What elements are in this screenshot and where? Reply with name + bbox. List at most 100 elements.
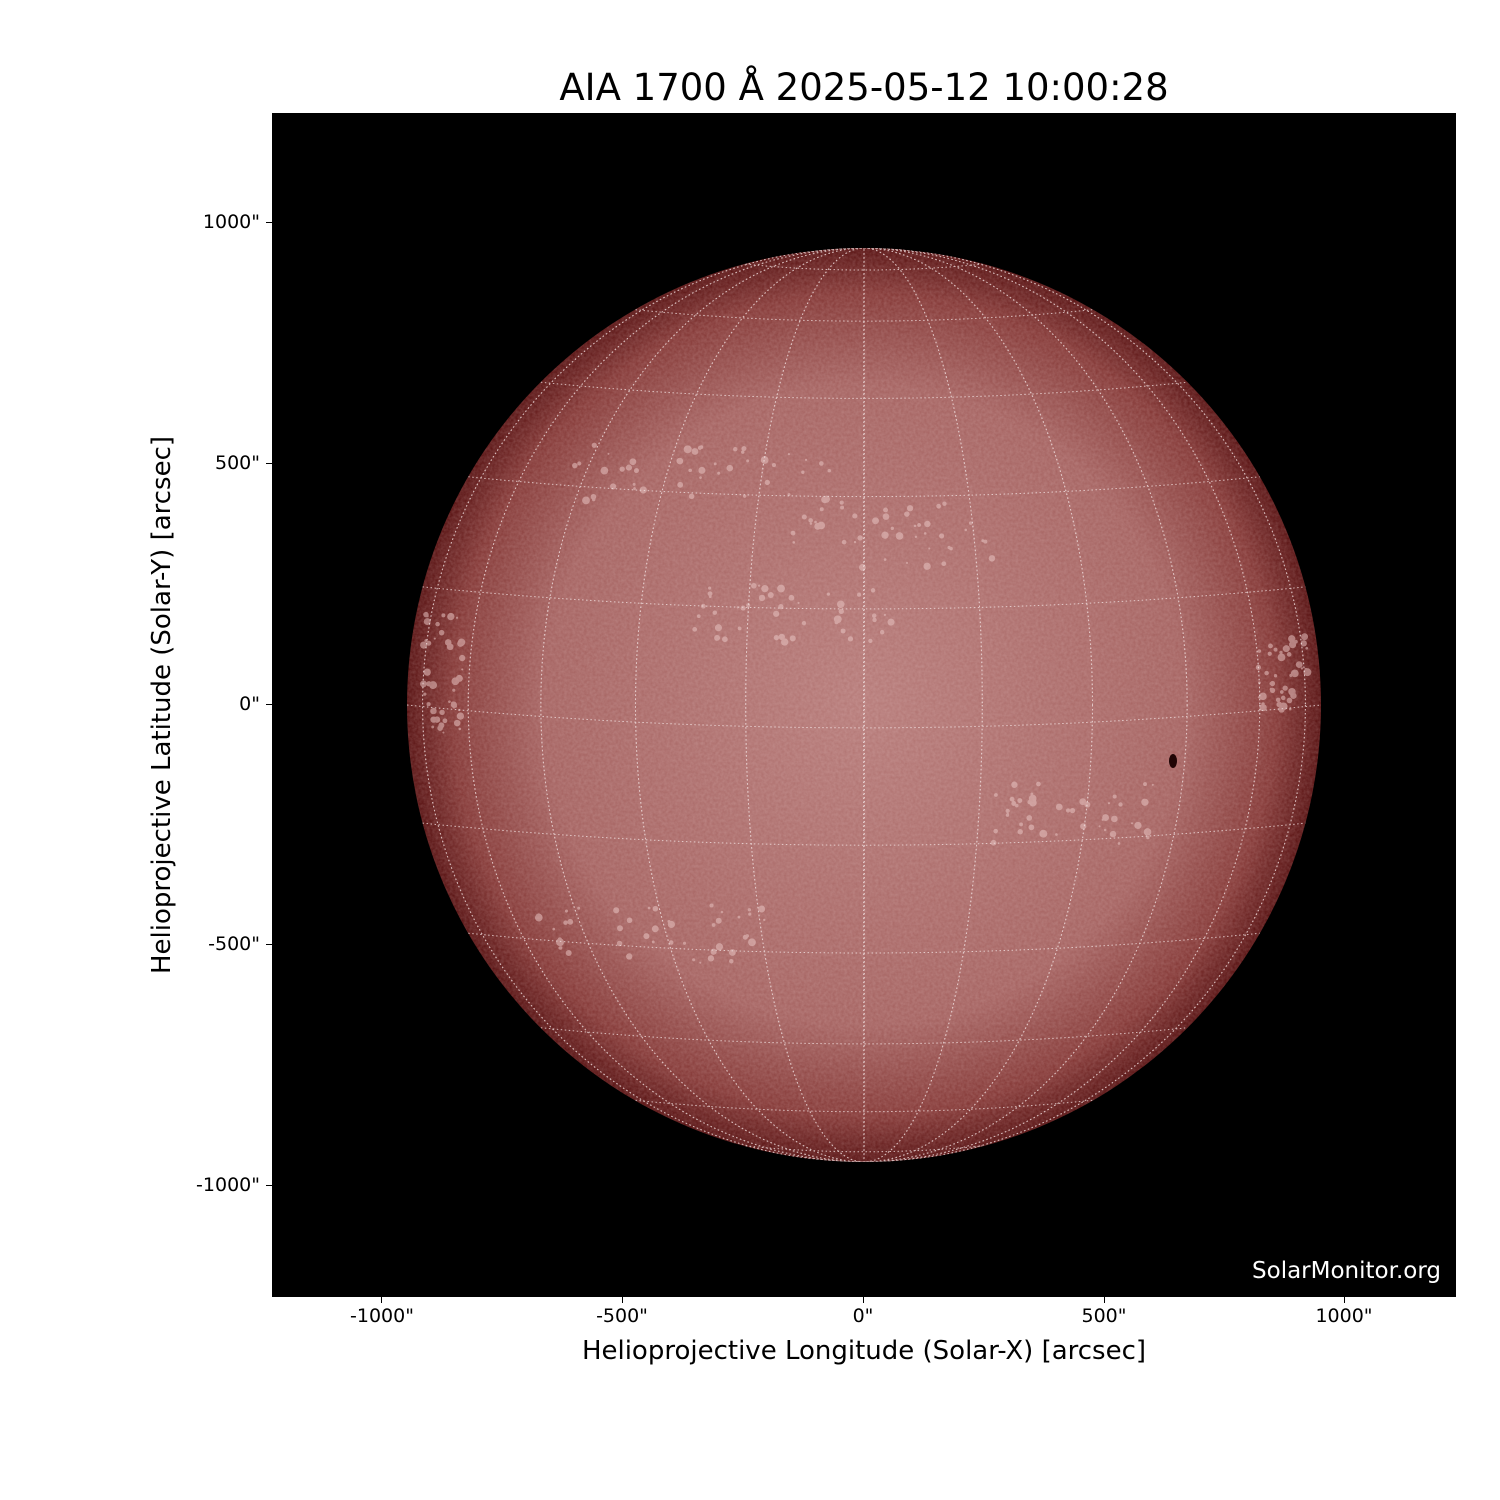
- plage-patch: [751, 582, 757, 589]
- plage-patch: [1146, 835, 1150, 840]
- plage-patch: [797, 601, 800, 604]
- plage-patch: [895, 532, 904, 540]
- plage-patch: [1103, 828, 1107, 832]
- plage-patch: [1259, 704, 1267, 712]
- plage-patch: [790, 530, 796, 536]
- y-tick-label: 500": [214, 452, 260, 474]
- parallel-line: [635, 309, 1093, 322]
- y-tick: [266, 944, 272, 945]
- plage-patch: [789, 635, 796, 642]
- plage-patch: [1293, 639, 1298, 644]
- plage-patch: [676, 457, 684, 465]
- plage-patch: [452, 705, 456, 709]
- parallel-line: [422, 822, 1306, 846]
- plage-patch: [1288, 635, 1296, 643]
- plage-patch: [691, 448, 699, 455]
- plage-patch: [1017, 829, 1023, 835]
- sunspot: [1169, 754, 1177, 768]
- plage-patch: [668, 940, 674, 945]
- plage-patch: [1039, 829, 1048, 838]
- meridian-line: [540, 248, 1188, 1162]
- plage-patch: [629, 458, 637, 466]
- plage-patch: [1036, 781, 1041, 787]
- plage-patch: [458, 727, 462, 731]
- plage-patch: [760, 456, 769, 464]
- plage-patch: [870, 588, 876, 593]
- plage-patch: [1267, 651, 1272, 656]
- plage-patch: [1280, 695, 1286, 701]
- plage-patch: [1011, 781, 1018, 789]
- plage-patch: [456, 712, 465, 720]
- plage-patch: [430, 716, 437, 723]
- plage-patch: [839, 500, 844, 505]
- plot-title: AIA 1700 Å 2025-05-12 10:00:28: [559, 66, 1169, 109]
- parallel-line: [407, 704, 1321, 729]
- plage-patch: [626, 917, 633, 924]
- plage-patch: [1019, 822, 1023, 827]
- plage-patch: [819, 507, 824, 512]
- plage-patch: [425, 614, 429, 618]
- plage-patch: [1303, 668, 1312, 677]
- plage-patch: [426, 640, 432, 646]
- y-tick-label: 0": [239, 693, 260, 715]
- plage-patch: [1143, 828, 1152, 836]
- plage-patch: [556, 938, 564, 947]
- plage-patch: [792, 541, 796, 544]
- plage-patch: [1300, 667, 1304, 670]
- plage-patch: [715, 917, 722, 924]
- plage-patch: [852, 513, 858, 519]
- x-tick-label: -500": [596, 1305, 648, 1327]
- plage-patch: [993, 828, 998, 834]
- plage-patch: [1300, 640, 1307, 647]
- plage-patch: [448, 700, 451, 703]
- plage-patch: [778, 633, 785, 641]
- plage-patch: [426, 681, 432, 687]
- plage-patch: [747, 908, 752, 912]
- plage-patch: [942, 501, 947, 506]
- plage-patch: [707, 591, 713, 597]
- plage-patch: [1286, 697, 1293, 704]
- plage-patch: [667, 920, 671, 923]
- plage-patch: [442, 731, 445, 734]
- plage-patch: [423, 668, 431, 676]
- x-tick: [381, 1297, 382, 1303]
- plage-patch: [647, 906, 651, 910]
- plage-patch: [787, 493, 791, 497]
- plage-patch: [1055, 803, 1063, 811]
- plage-patch: [1134, 821, 1142, 830]
- plage-patch: [748, 912, 752, 916]
- plage-patch: [447, 612, 455, 621]
- plage-patch: [651, 940, 655, 944]
- meridian-line: [863, 248, 865, 1162]
- plage-patch: [1259, 692, 1267, 701]
- plage-patch: [692, 627, 698, 632]
- plage-patch: [777, 584, 785, 593]
- plage-patch: [906, 505, 914, 512]
- plage-patch: [1269, 682, 1273, 685]
- x-tick-label: -1000": [350, 1305, 414, 1327]
- plage-patch: [457, 640, 464, 647]
- plage-patch: [438, 629, 445, 636]
- plage-patch: [840, 505, 845, 510]
- plage-patch: [1269, 687, 1273, 691]
- x-tick-label: 0": [852, 1305, 874, 1327]
- plage-patch: [433, 637, 436, 640]
- plage-patch: [567, 918, 574, 925]
- plage-patch: [1301, 633, 1309, 641]
- plage-patch: [1101, 818, 1104, 821]
- plage-patch: [619, 466, 625, 472]
- plage-patch: [767, 592, 774, 599]
- x-tick: [1104, 1297, 1105, 1303]
- plage-patch: [871, 613, 877, 618]
- plage-patch: [722, 636, 728, 643]
- plage-patch: [836, 600, 845, 609]
- plage-patch: [423, 618, 431, 626]
- plage-patch: [439, 709, 445, 716]
- plage-patch: [847, 636, 854, 642]
- plage-patch: [761, 584, 769, 593]
- plage-patch: [947, 545, 951, 550]
- plage-patch: [917, 523, 921, 527]
- plage-patch: [883, 558, 887, 561]
- plage-patch: [1279, 690, 1284, 694]
- y-tick-label: -1000": [196, 1174, 260, 1196]
